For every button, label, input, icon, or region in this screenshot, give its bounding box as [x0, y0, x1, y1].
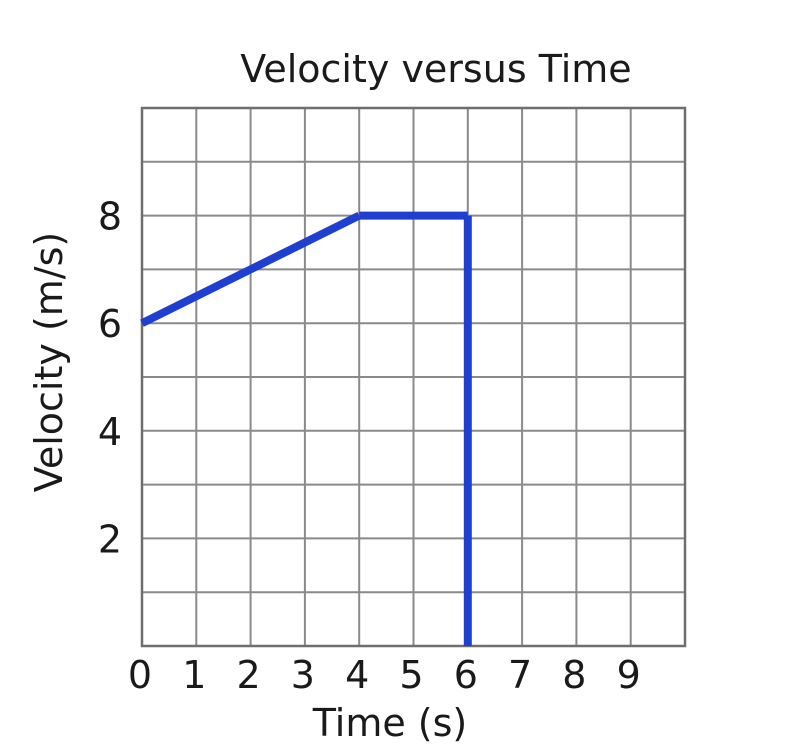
x-tick-label: 6	[454, 653, 478, 697]
x-tick-label: 8	[562, 653, 586, 697]
x-tick-label: 4	[345, 653, 369, 697]
x-axis-label: Time (s)	[312, 701, 468, 745]
x-tick-label: 2	[237, 653, 261, 697]
x-tick-label: 0	[128, 653, 152, 697]
x-tick-label: 7	[508, 653, 532, 697]
y-tick-label: 6	[98, 302, 122, 346]
series-segment	[140, 212, 361, 327]
chart-title: Velocity versus Time	[240, 47, 631, 91]
y-tick-label: 8	[98, 195, 122, 239]
grid	[142, 108, 685, 646]
plot-frame	[140, 106, 687, 648]
y-tick-labels: 2 4 6 8	[98, 195, 122, 562]
y-tick-label: 2	[98, 517, 122, 561]
x-tick-label: 1	[182, 653, 206, 697]
x-tick-label: 3	[291, 653, 315, 697]
x-tick-label: 9	[617, 653, 641, 697]
series-layer	[140, 211, 472, 647]
y-tick-label: 4	[98, 410, 122, 454]
y-axis-label: Velocity (m/s)	[27, 232, 71, 492]
x-tick-label: 5	[399, 653, 423, 697]
